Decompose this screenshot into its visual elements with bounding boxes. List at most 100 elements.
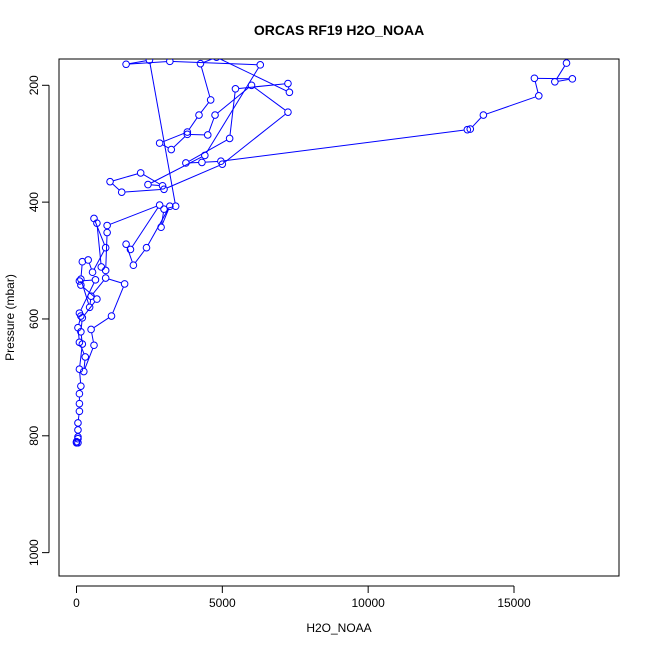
- series-segment: [131, 207, 159, 247]
- data-point: [75, 407, 84, 416]
- data-point: [551, 77, 559, 86]
- series-segment: [254, 86, 286, 111]
- data-point: [85, 303, 94, 312]
- series-segment: [80, 265, 83, 276]
- series-segment: [188, 117, 198, 130]
- data-point: [213, 59, 220, 62]
- data-point: [171, 202, 180, 211]
- y-tick-label: 200: [27, 75, 41, 95]
- series-segment: [79, 372, 82, 383]
- series-segment: [162, 144, 169, 149]
- series-segment: [108, 278, 122, 284]
- y-axis: 200 400 600 800 1000: [27, 75, 50, 566]
- series-segment: [84, 301, 96, 316]
- data-point: [78, 313, 87, 322]
- data-point: [75, 389, 84, 398]
- series-segment: [82, 279, 93, 282]
- data-point: [166, 59, 174, 66]
- data-point: [196, 59, 205, 68]
- data-point: [126, 245, 135, 254]
- data-point: [530, 74, 539, 83]
- data-point: [534, 92, 543, 100]
- series-segment: [150, 156, 202, 184]
- series-segment: [125, 189, 161, 193]
- data-point: [183, 130, 192, 139]
- data-point: [562, 59, 571, 67]
- series-segment: [113, 173, 138, 182]
- data-point: [77, 275, 85, 284]
- series-segment: [205, 160, 218, 163]
- data-point: [77, 328, 85, 336]
- data-point: [93, 295, 101, 303]
- series-segment: [94, 221, 105, 245]
- x-tick-label: 5000: [209, 596, 236, 610]
- series-segment: [200, 66, 211, 97]
- x-tick-label: 10000: [351, 596, 385, 610]
- data-point: [144, 180, 152, 189]
- data-point: [183, 128, 192, 136]
- series-segment: [556, 65, 566, 80]
- data-point: [74, 434, 82, 443]
- data-point: [198, 158, 206, 167]
- series-segment: [173, 136, 186, 148]
- data-point: [75, 399, 84, 408]
- series-segment: [89, 299, 92, 304]
- series-segment: [200, 102, 209, 113]
- data-point: [136, 169, 145, 177]
- series-segment: [167, 206, 173, 209]
- data-point: [201, 151, 209, 160]
- data-point: [91, 276, 100, 284]
- series-segment: [162, 132, 185, 143]
- data-point: [78, 340, 87, 348]
- x-axis: 0 5000 10000 15000: [73, 585, 531, 610]
- data-point: [88, 268, 97, 277]
- data-point: [284, 79, 292, 88]
- series-segment: [79, 347, 83, 366]
- series-segment: [112, 183, 120, 191]
- data-point: [466, 125, 475, 133]
- data-point: [225, 134, 234, 143]
- series-segment: [105, 235, 108, 267]
- data-point: [75, 277, 84, 285]
- data-point: [463, 125, 472, 134]
- series-segment: [93, 250, 105, 270]
- data-point: [195, 111, 203, 119]
- data-point: [122, 240, 130, 248]
- data-point: [97, 263, 106, 271]
- x-tick-label: 15000: [497, 596, 531, 610]
- x-axis-label: H2O_NOAA: [306, 621, 371, 635]
- data-point: [145, 59, 154, 64]
- data-point: [157, 223, 165, 232]
- data-point: [218, 160, 227, 168]
- series-segment: [110, 205, 157, 225]
- data-point: [77, 281, 85, 289]
- data-point: [182, 159, 190, 167]
- series-segment: [203, 59, 214, 63]
- data-point: [101, 274, 110, 282]
- series-segment: [91, 332, 94, 342]
- y-tick-label: 800: [27, 425, 41, 445]
- series-segment: [534, 81, 539, 93]
- series-segment: [84, 348, 94, 369]
- data-point: [75, 365, 84, 374]
- data-point: [77, 382, 85, 390]
- y-tick-label: 1000: [27, 539, 41, 566]
- series-segment: [83, 287, 95, 298]
- series-segment: [126, 247, 133, 263]
- data-series: [72, 59, 577, 447]
- series-segment: [472, 117, 482, 127]
- series-segment: [135, 250, 145, 263]
- data-point: [206, 96, 215, 104]
- series-segment: [93, 317, 109, 328]
- data-point: [122, 60, 130, 69]
- series-segment: [208, 118, 215, 132]
- data-point: [160, 205, 168, 213]
- data-point: [167, 145, 176, 154]
- data-point: [568, 75, 577, 83]
- data-point: [158, 181, 167, 190]
- data-point: [231, 84, 240, 93]
- data-point: [160, 185, 168, 194]
- y-axis-label: Pressure (mbar): [3, 274, 17, 361]
